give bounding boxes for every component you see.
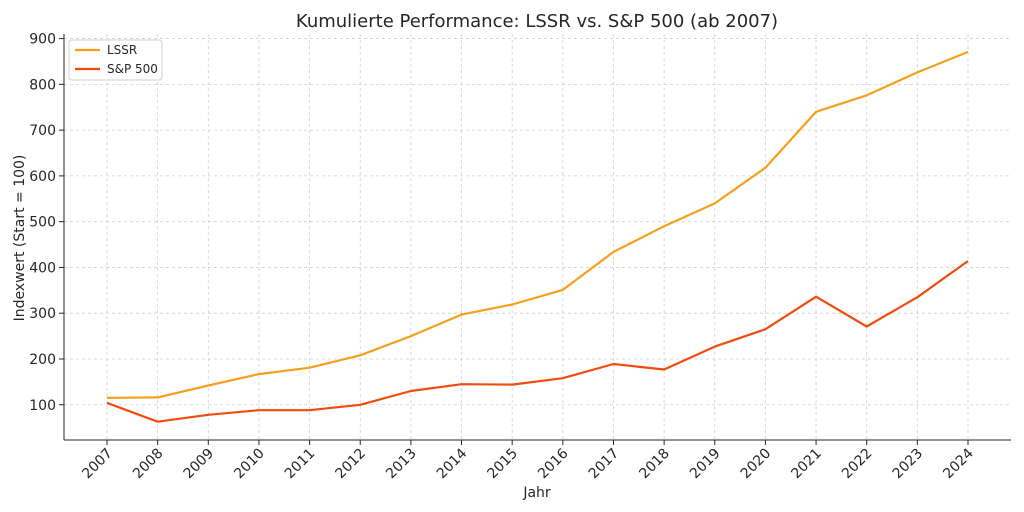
y-tick-label: 500 bbox=[29, 215, 56, 231]
series-line-s-p-500 bbox=[106, 260, 969, 423]
x-tick-label: 2011 bbox=[282, 446, 319, 483]
x-tick-label: 2013 bbox=[383, 446, 420, 483]
x-tick-label: 2009 bbox=[181, 446, 218, 483]
legend-label: LSSR bbox=[107, 43, 137, 57]
axes: 100 200 300 400 500 600 700 800 900 2007 2008 2009 2… bbox=[29, 32, 1011, 482]
x-tick-label: 2017 bbox=[586, 446, 623, 483]
legend-label: S&P 500 bbox=[107, 62, 158, 76]
x-tick-label: 2010 bbox=[231, 446, 268, 483]
grid bbox=[64, 34, 1011, 440]
x-tick-label: 2019 bbox=[687, 446, 724, 483]
x-tick-label: 2007 bbox=[79, 446, 116, 483]
legend: LSSR S&P 500 bbox=[68, 39, 163, 81]
y-tick-label: 600 bbox=[29, 169, 56, 185]
y-tick-label: 800 bbox=[29, 77, 56, 93]
series-layer bbox=[106, 50, 969, 423]
chart-title: Kumulierte Performance: LSSR vs. S&P 500… bbox=[296, 11, 778, 32]
y-axis-label: Indexwert (Start = 100) bbox=[12, 155, 28, 322]
x-tick-label: 2008 bbox=[130, 446, 167, 483]
series-line-lssr bbox=[106, 50, 969, 399]
y-tick-label: 700 bbox=[29, 123, 56, 139]
y-tick-label: 900 bbox=[29, 32, 56, 48]
x-tick-label: 2023 bbox=[890, 446, 927, 483]
x-axis-label: Jahr bbox=[522, 485, 551, 501]
x-tick-label: 2016 bbox=[535, 445, 572, 482]
x-tick-label: 2012 bbox=[333, 446, 370, 483]
y-tick-label: 100 bbox=[29, 398, 56, 414]
y-tick-label: 300 bbox=[29, 306, 56, 322]
y-tick-label: 200 bbox=[29, 352, 56, 368]
x-tick-label: 2015 bbox=[484, 446, 521, 483]
x-tick-label: 2014 bbox=[434, 445, 471, 482]
x-tick-label: 2020 bbox=[738, 446, 775, 483]
x-tick-label: 2022 bbox=[839, 446, 876, 483]
x-tick-label: 2018 bbox=[636, 446, 673, 483]
x-tick-label: 2024 bbox=[940, 445, 977, 482]
x-tick-label: 2021 bbox=[788, 446, 825, 483]
y-tick-label: 400 bbox=[29, 260, 56, 276]
